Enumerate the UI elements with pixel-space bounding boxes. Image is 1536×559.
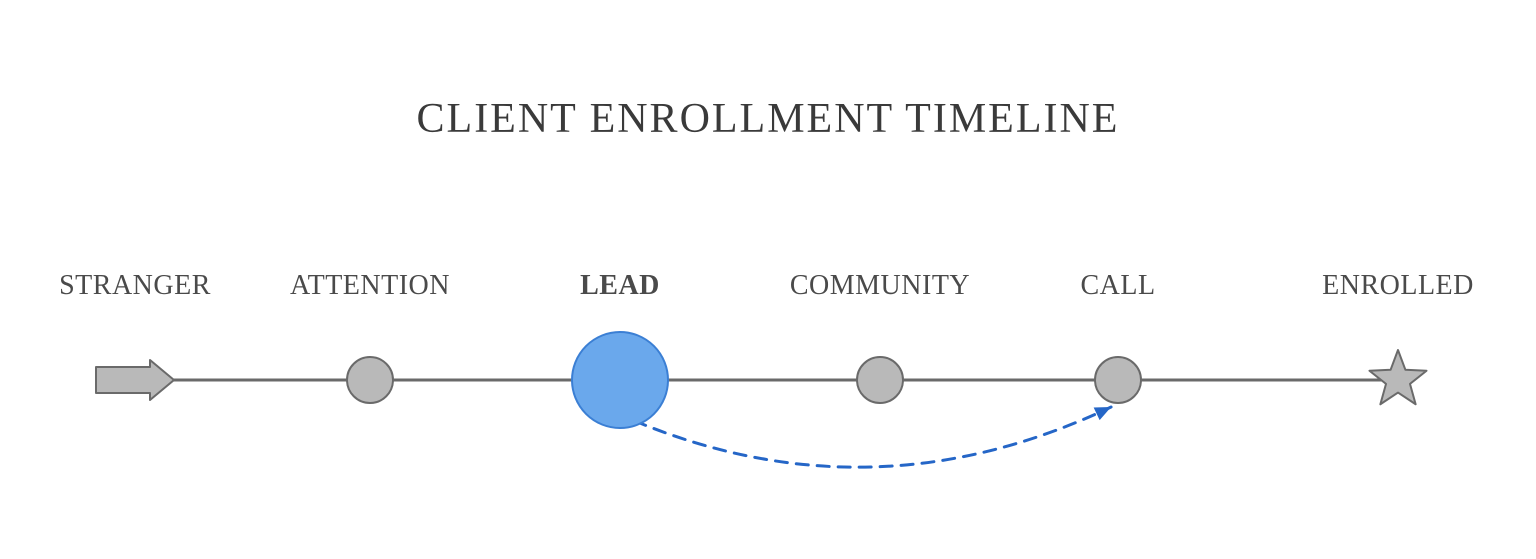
stage-label-community: COMMUNITY (790, 270, 970, 302)
timeline-svg (0, 0, 1536, 559)
stage-label-call: CALL (1080, 270, 1155, 302)
stage-label-stranger: STRANGER (59, 270, 211, 302)
timeline-diagram: CLIENT ENROLLMENT TIMELINE STRANGER ATTE… (0, 0, 1536, 559)
stage-label-lead: LEAD (580, 270, 660, 302)
stage-label-enrolled: ENROLLED (1322, 270, 1474, 302)
stage-label-attention: ATTENTION (290, 270, 450, 302)
